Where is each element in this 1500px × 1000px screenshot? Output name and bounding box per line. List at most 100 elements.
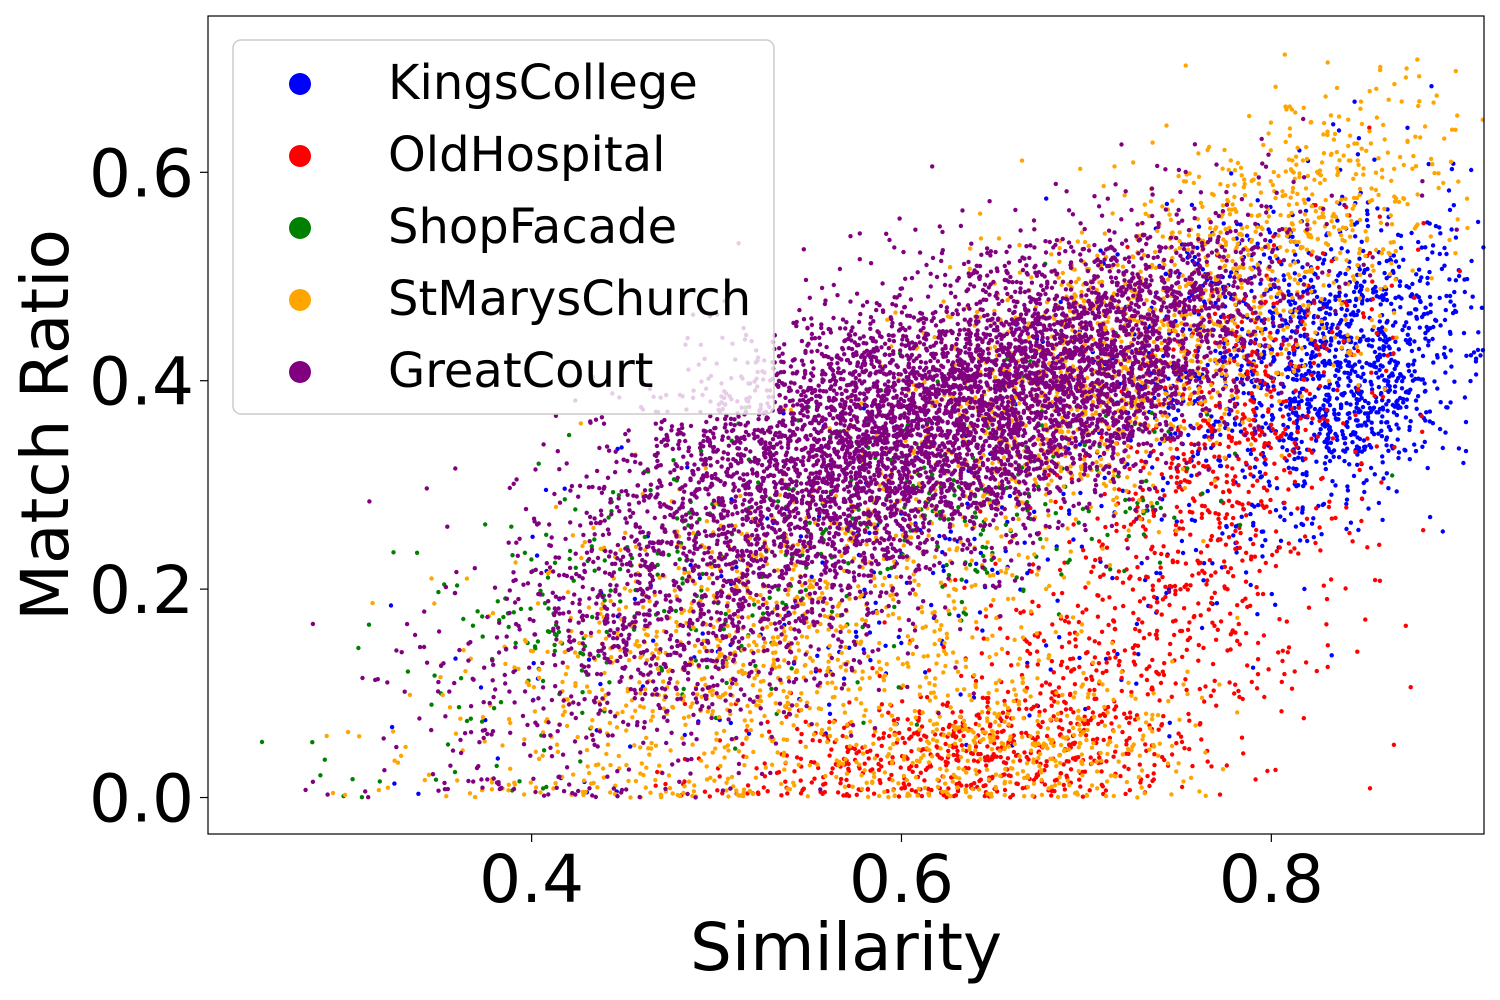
data-point <box>682 784 687 789</box>
data-point <box>1413 164 1419 169</box>
data-point <box>1343 358 1348 363</box>
data-point <box>939 623 944 628</box>
data-point <box>1233 546 1238 552</box>
data-point <box>1281 399 1286 404</box>
data-point <box>1290 406 1295 411</box>
data-point <box>561 704 566 709</box>
data-point <box>922 733 927 738</box>
data-point <box>1160 574 1165 580</box>
data-point <box>1325 399 1330 404</box>
data-point <box>1147 664 1152 669</box>
data-point <box>782 637 787 642</box>
data-point <box>1244 233 1250 238</box>
data-point <box>978 236 984 241</box>
data-point <box>454 583 460 588</box>
data-point <box>765 719 770 725</box>
data-point <box>1233 528 1238 534</box>
data-point <box>978 532 983 537</box>
data-point <box>740 741 745 747</box>
data-point <box>1230 258 1235 264</box>
data-point <box>1302 275 1307 280</box>
data-point <box>1437 295 1442 301</box>
data-point <box>1365 287 1370 293</box>
data-point <box>1360 365 1365 370</box>
data-point <box>1071 710 1076 715</box>
data-point <box>1150 587 1156 593</box>
data-point <box>1113 715 1119 720</box>
data-point <box>1462 395 1468 400</box>
data-point <box>1294 412 1299 418</box>
data-point <box>1232 358 1237 364</box>
data-point <box>1279 709 1284 714</box>
data-point <box>1322 335 1327 341</box>
data-point <box>1100 597 1105 602</box>
data-point <box>1394 412 1400 418</box>
data-point <box>1181 452 1186 457</box>
data-point <box>1379 434 1385 439</box>
data-point <box>1327 283 1332 288</box>
data-point <box>1282 468 1287 473</box>
data-point <box>1234 540 1239 545</box>
data-point <box>1366 506 1371 511</box>
data-point <box>1202 442 1207 447</box>
data-point <box>1209 533 1215 539</box>
data-point <box>1196 232 1201 238</box>
data-point <box>1352 362 1358 367</box>
data-point <box>1229 438 1234 444</box>
data-point <box>483 522 488 527</box>
data-point <box>1249 391 1254 396</box>
data-point <box>1358 351 1364 356</box>
data-point <box>1270 427 1275 432</box>
data-point <box>900 699 905 704</box>
data-point <box>1145 773 1150 779</box>
data-point <box>1002 698 1007 704</box>
data-point <box>1366 411 1371 416</box>
data-point <box>1080 794 1086 799</box>
data-point <box>1227 453 1232 458</box>
data-point <box>1278 538 1284 543</box>
data-point <box>1120 580 1126 585</box>
data-point <box>1209 764 1214 769</box>
data-point <box>1181 779 1186 784</box>
data-point <box>1412 358 1417 363</box>
data-point <box>1058 718 1063 723</box>
data-point <box>1217 682 1222 687</box>
data-point <box>1239 319 1245 325</box>
data-point <box>530 534 535 539</box>
data-point <box>1212 678 1217 683</box>
data-point <box>1337 290 1342 295</box>
data-point <box>1342 441 1348 446</box>
data-point <box>1359 121 1365 127</box>
data-point <box>608 790 613 795</box>
data-point <box>1124 715 1129 721</box>
data-point <box>1357 436 1363 442</box>
data-point <box>1469 258 1474 264</box>
data-point <box>1405 125 1410 130</box>
data-point <box>1394 489 1399 494</box>
data-point <box>1207 558 1213 563</box>
data-point <box>580 690 585 695</box>
data-point <box>1005 298 1010 303</box>
data-point <box>1350 228 1355 233</box>
data-point <box>1263 471 1268 476</box>
data-point <box>1256 181 1262 186</box>
data-point <box>825 680 830 686</box>
data-point <box>1116 487 1122 492</box>
data-point <box>1173 532 1178 537</box>
data-point <box>1249 352 1254 358</box>
data-point <box>887 702 893 707</box>
data-point <box>1383 291 1389 297</box>
data-point <box>1277 545 1283 550</box>
data-point <box>1237 642 1243 647</box>
data-point <box>1372 393 1377 399</box>
data-point <box>1370 296 1376 302</box>
data-point <box>1053 499 1058 505</box>
data-point <box>997 723 1002 728</box>
data-point <box>566 432 572 438</box>
data-point <box>1120 488 1126 493</box>
data-point <box>1268 295 1274 300</box>
data-point <box>1059 590 1065 596</box>
data-point <box>1242 427 1247 432</box>
data-point <box>1296 368 1301 373</box>
data-point <box>1224 524 1229 530</box>
